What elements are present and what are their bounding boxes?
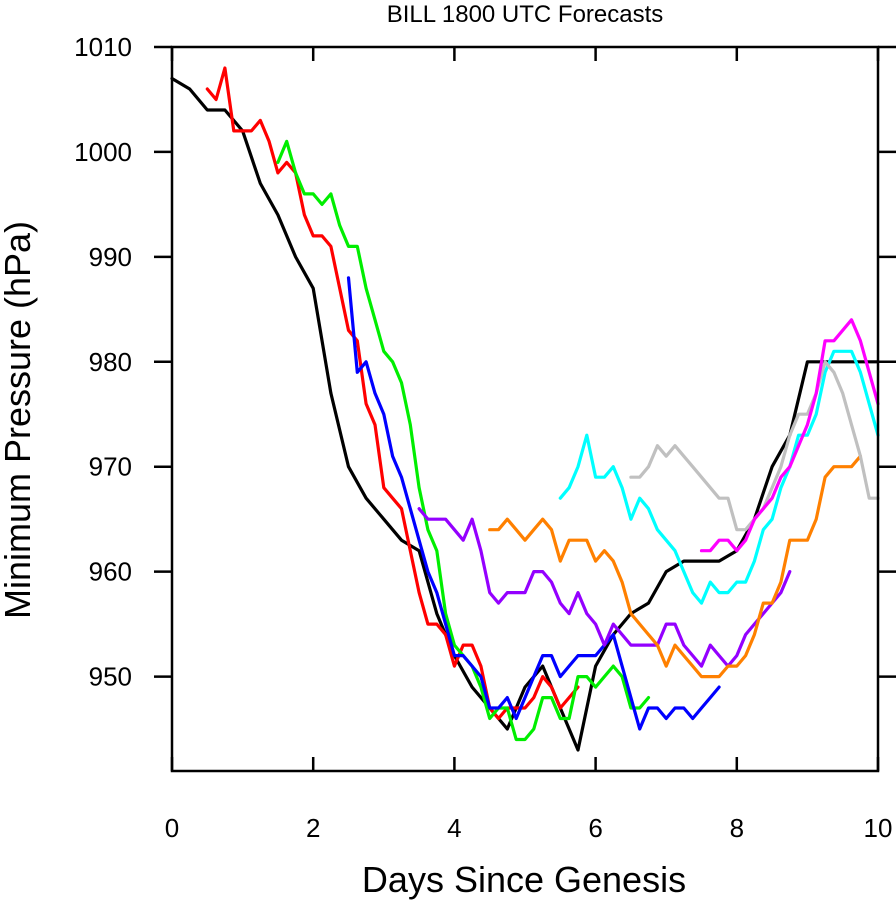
y-tick-label: 980	[89, 347, 132, 377]
x-tick-label: 0	[165, 813, 179, 843]
x-tick-label: 8	[730, 813, 744, 843]
series-line-3	[276, 139, 651, 742]
x-tick-label: 6	[588, 813, 602, 843]
series-line-6	[488, 454, 863, 679]
y-tick-label: 950	[89, 662, 132, 692]
series-line-7	[558, 349, 880, 605]
y-tick-label: 990	[89, 242, 132, 272]
x-axis: 0 2 4 6 8 10	[165, 47, 893, 843]
x-tick-label: 4	[447, 813, 461, 843]
y-tick-label: 1010	[74, 32, 132, 62]
x-tick-label: 10	[864, 813, 893, 843]
y-axis-label: Minimum Pressure (hPa)	[0, 221, 38, 619]
y-tick-label: 970	[89, 452, 132, 482]
series-line-2	[205, 66, 580, 721]
plot-frame	[170, 45, 880, 773]
x-tick-label: 2	[306, 813, 320, 843]
series-group	[170, 66, 880, 752]
y-tick-label: 960	[89, 557, 132, 587]
chart-title: BILL 1800 UTC Forecasts	[387, 1, 664, 28]
x-axis-label: Days Since Genesis	[362, 859, 686, 900]
y-axis: 950 960 970 980 990 1000 1010	[74, 32, 896, 692]
series-line-8	[629, 360, 880, 532]
y-tick-label: 1000	[74, 137, 132, 167]
series-line-1	[170, 76, 880, 752]
series-line-9	[699, 318, 880, 553]
series-line-4	[346, 276, 721, 731]
plot-area	[170, 45, 880, 773]
